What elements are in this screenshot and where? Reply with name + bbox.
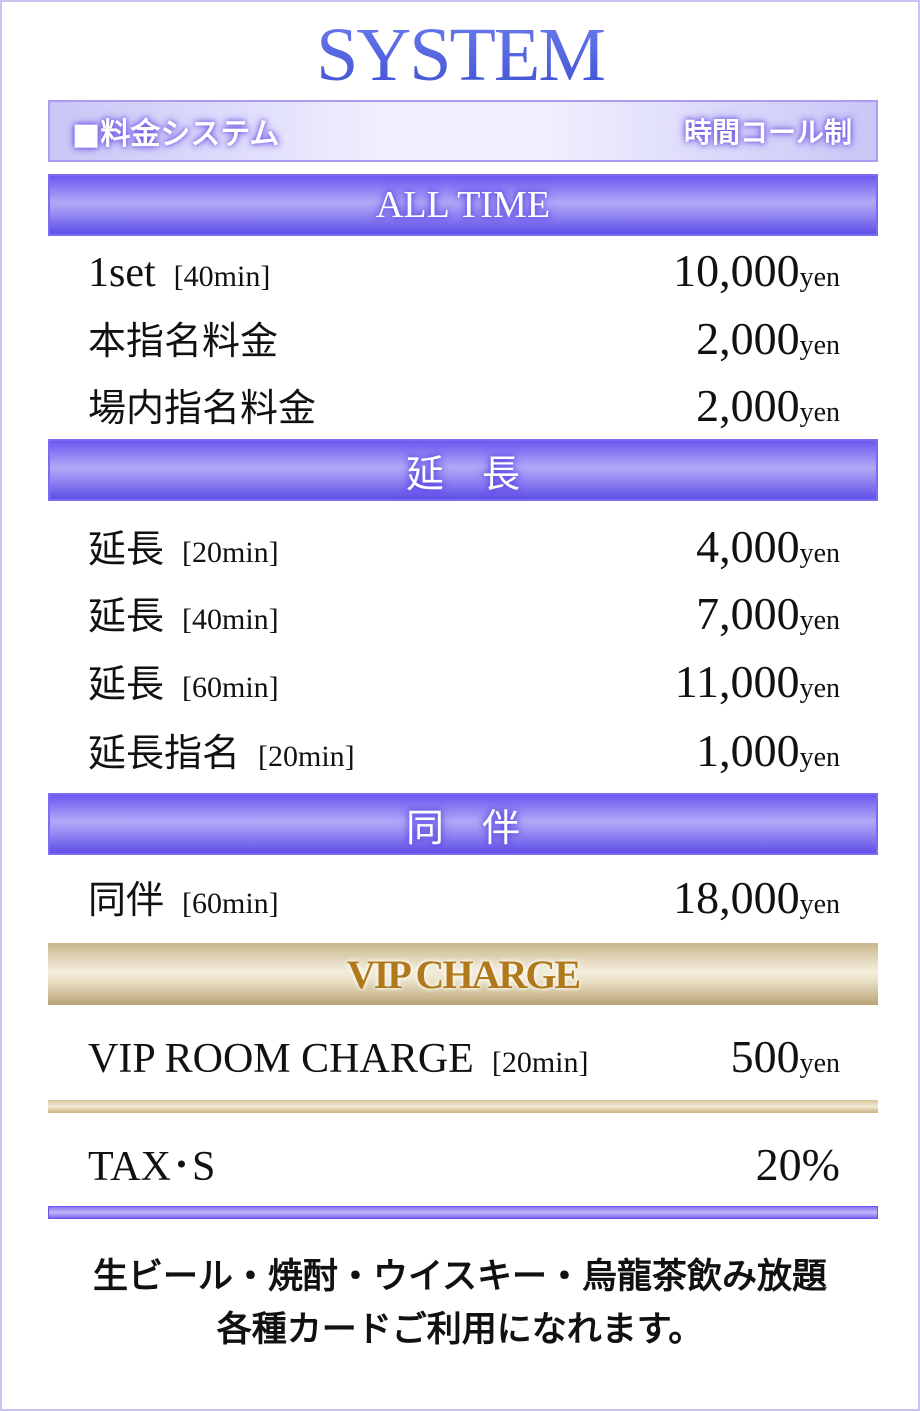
duration-label: [60min] — [182, 671, 279, 704]
duration-label: [60min] — [182, 887, 279, 920]
price-row: 同伴 [60min] 18,000yen — [88, 869, 840, 924]
item-label: 延長指名 — [88, 731, 241, 775]
duration-label: [40min] — [182, 603, 279, 636]
price-value: 11,000 — [674, 656, 800, 707]
price-value: 500 — [730, 1031, 800, 1082]
price-value: 10,000 — [673, 245, 800, 296]
item-label: 延長 — [88, 594, 165, 638]
pricing-system-label: ■料金システム — [72, 117, 280, 152]
item-label: 同伴 — [88, 878, 165, 922]
currency-unit: yen — [799, 605, 840, 636]
price-value: 1,000 — [696, 725, 800, 776]
item-label: 延長 — [88, 662, 165, 706]
item-label: 1set — [88, 250, 156, 296]
section-extension: 延 長 — [48, 439, 878, 501]
section-title: 同 伴 — [405, 807, 520, 850]
currency-unit: yen — [799, 742, 840, 773]
currency-unit: yen — [799, 673, 840, 704]
duration-label: [40min] — [173, 260, 271, 293]
currency-unit: yen — [799, 1048, 840, 1079]
price-row: 延長 [20min] 4,000yen — [88, 518, 840, 573]
price-value: 18,000 — [673, 872, 800, 923]
price-value: 2,000 — [696, 313, 800, 364]
section-vip: VIP CHARGE — [48, 943, 878, 1005]
currency-unit: yen — [799, 330, 840, 361]
pricing-header-bar: ■料金システム 時間コール制 — [48, 100, 878, 162]
price-row: 本指名料金 2,000yen — [88, 310, 840, 365]
purple-divider — [48, 1206, 878, 1219]
section-title: ALL TIME — [375, 184, 551, 226]
section-title: VIP CHARGE — [346, 951, 581, 997]
tax-value: 20% — [755, 1139, 840, 1190]
page-title: SYSTEM — [0, 12, 920, 99]
duration-label: [20min] — [182, 536, 279, 569]
section-dohan: 同 伴 — [48, 793, 878, 855]
price-row: 1set [40min] 10,000yen — [88, 244, 840, 297]
price-value: 4,000 — [696, 521, 800, 572]
price-row: VIP ROOM CHARGE [20min] 500yen — [88, 1030, 840, 1083]
price-row: 延長 [40min] 7,000yen — [88, 585, 840, 640]
price-value: 7,000 — [696, 588, 800, 639]
duration-label: [20min] — [491, 1046, 589, 1079]
price-row: 延長 [60min] 11,000yen — [88, 653, 840, 708]
currency-unit: yen — [799, 538, 840, 569]
section-all-time: ALL TIME — [48, 174, 878, 236]
time-call-label: 時間コール制 — [683, 116, 852, 149]
gold-divider — [48, 1100, 878, 1113]
price-row: 延長指名 [20min] 1,000yen — [88, 722, 840, 777]
item-label: VIP ROOM CHARGE — [88, 1036, 474, 1082]
item-label: 場内指名料金 — [88, 386, 317, 430]
currency-unit: yen — [799, 262, 840, 293]
price-row: 場内指名料金 2,000yen — [88, 377, 840, 432]
item-label: 延長 — [88, 527, 165, 571]
price-value: 2,000 — [696, 380, 800, 431]
item-label: 本指名料金 — [88, 319, 279, 363]
section-title: 延 長 — [405, 453, 520, 496]
tax-label: TAX･S — [88, 1144, 216, 1190]
tax-row: TAX･S 20% — [88, 1132, 840, 1193]
duration-label: [20min] — [258, 740, 355, 773]
currency-unit: yen — [799, 889, 840, 920]
footer-cards: 各種カードご利用になれます。 — [216, 1309, 704, 1350]
footer-drinks: 生ビール・焼酎・ウイスキー・烏龍茶飲み放題 — [93, 1256, 827, 1297]
currency-unit: yen — [799, 397, 840, 428]
